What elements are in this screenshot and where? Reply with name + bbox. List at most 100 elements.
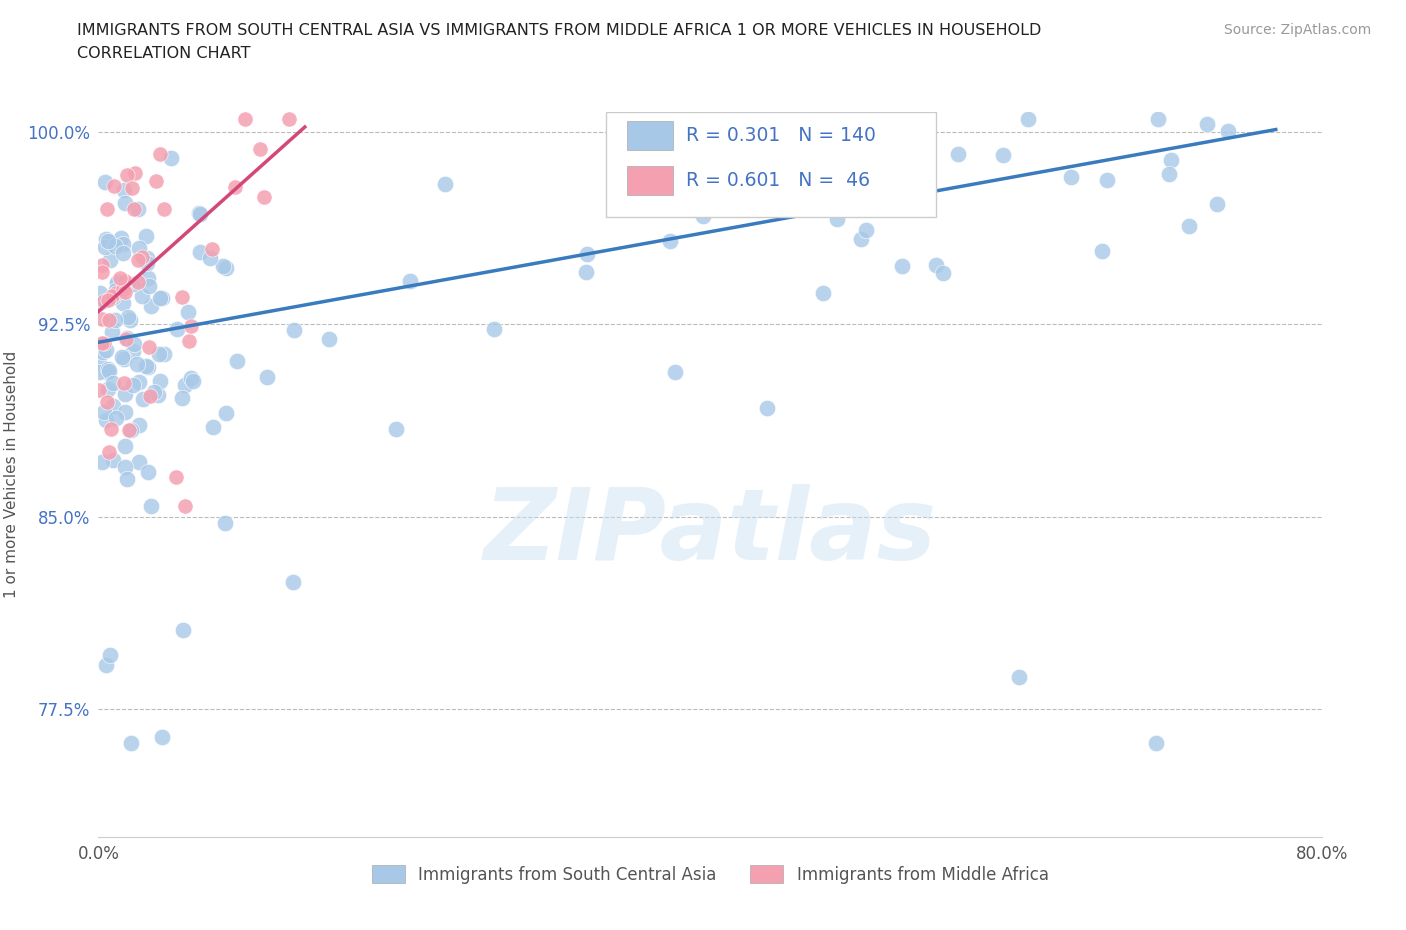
Point bbox=[576, 246, 599, 261]
Text: Source: ZipAtlas.com: Source: ZipAtlas.com bbox=[1223, 23, 1371, 37]
Point bbox=[131, 288, 153, 303]
Point bbox=[93, 294, 115, 309]
Point bbox=[174, 499, 197, 514]
Point bbox=[772, 175, 794, 190]
Point bbox=[755, 400, 778, 415]
Point bbox=[132, 392, 155, 406]
Point bbox=[114, 439, 136, 454]
Point bbox=[695, 114, 717, 129]
Point bbox=[110, 271, 132, 286]
Point bbox=[138, 360, 160, 375]
Point bbox=[150, 290, 173, 305]
Point bbox=[1095, 172, 1118, 187]
Point bbox=[180, 318, 202, 333]
Point bbox=[122, 378, 145, 392]
Point bbox=[124, 166, 146, 180]
Point bbox=[120, 736, 142, 751]
FancyBboxPatch shape bbox=[606, 112, 936, 217]
Point bbox=[1147, 112, 1170, 126]
Point bbox=[890, 259, 912, 273]
Point bbox=[91, 312, 114, 326]
Point bbox=[825, 212, 848, 227]
Point bbox=[111, 236, 134, 251]
Point bbox=[281, 574, 304, 589]
Point bbox=[664, 365, 686, 379]
Point bbox=[398, 273, 420, 288]
Point bbox=[96, 412, 118, 427]
Point bbox=[103, 179, 125, 193]
Point bbox=[173, 378, 195, 392]
Point bbox=[283, 323, 305, 338]
Point bbox=[114, 405, 136, 419]
Point bbox=[202, 419, 225, 434]
Point bbox=[121, 180, 143, 195]
Point bbox=[138, 389, 160, 404]
Point bbox=[136, 464, 159, 479]
Point bbox=[607, 162, 630, 177]
Point bbox=[98, 364, 121, 379]
Point bbox=[105, 274, 128, 289]
Point bbox=[215, 260, 238, 275]
Point bbox=[256, 369, 278, 384]
Point bbox=[122, 202, 145, 217]
Point bbox=[153, 201, 176, 216]
Point bbox=[318, 331, 340, 346]
Point bbox=[105, 283, 128, 298]
Point bbox=[152, 347, 174, 362]
Point bbox=[148, 388, 170, 403]
Point bbox=[96, 658, 118, 672]
Point bbox=[118, 423, 141, 438]
Point bbox=[127, 253, 149, 268]
Point bbox=[93, 405, 115, 419]
Point bbox=[111, 296, 134, 311]
Point bbox=[898, 112, 921, 126]
Point bbox=[101, 399, 124, 414]
Point bbox=[136, 271, 159, 286]
Point bbox=[211, 259, 233, 273]
Text: R = 0.601   N =  46: R = 0.601 N = 46 bbox=[686, 171, 869, 190]
Point bbox=[1205, 196, 1227, 211]
Point bbox=[214, 515, 236, 530]
Point bbox=[117, 472, 139, 486]
Point bbox=[89, 296, 111, 311]
Point bbox=[124, 337, 146, 352]
Point bbox=[172, 289, 194, 304]
Point bbox=[103, 289, 125, 304]
Point bbox=[180, 370, 202, 385]
Point bbox=[96, 394, 118, 409]
Point bbox=[166, 322, 188, 337]
Point bbox=[634, 164, 657, 179]
Point bbox=[101, 289, 124, 304]
Point bbox=[104, 239, 127, 254]
Point bbox=[127, 274, 149, 289]
Point bbox=[148, 146, 170, 161]
Point bbox=[135, 358, 157, 373]
Point bbox=[177, 304, 200, 319]
Point bbox=[215, 405, 238, 420]
Point bbox=[128, 241, 150, 256]
Point bbox=[93, 239, 115, 254]
Point bbox=[249, 141, 271, 156]
Point bbox=[97, 362, 120, 377]
Point bbox=[87, 356, 110, 371]
Point bbox=[128, 374, 150, 389]
Point bbox=[89, 286, 111, 300]
Point bbox=[849, 232, 872, 246]
Point bbox=[114, 285, 136, 299]
Point bbox=[114, 195, 136, 210]
Point bbox=[115, 167, 138, 182]
Point bbox=[89, 365, 111, 379]
Point bbox=[112, 282, 135, 297]
Point bbox=[111, 350, 134, 365]
Point bbox=[149, 374, 172, 389]
Point bbox=[138, 279, 160, 294]
Point bbox=[104, 312, 127, 327]
Point bbox=[141, 498, 163, 513]
Point bbox=[101, 376, 124, 391]
Text: R = 0.301   N = 140: R = 0.301 N = 140 bbox=[686, 126, 876, 145]
Point bbox=[93, 336, 115, 351]
Point bbox=[924, 258, 946, 272]
Point bbox=[659, 233, 682, 248]
Point bbox=[114, 274, 136, 289]
Point bbox=[145, 174, 167, 189]
